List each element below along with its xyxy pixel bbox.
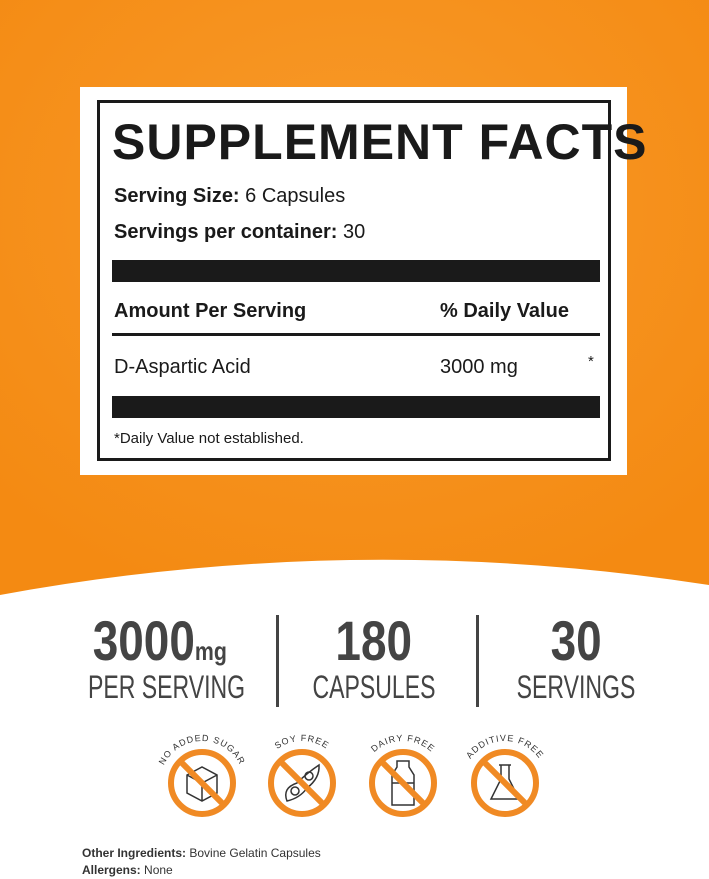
ingredient-dv: * xyxy=(588,353,594,370)
other-ingredients-label: Other Ingredients: xyxy=(82,846,187,860)
stat-value: 30 xyxy=(550,609,602,672)
servings-label: Servings per container: xyxy=(114,221,338,243)
thick-divider xyxy=(112,260,600,282)
dv-header: % Daily Value xyxy=(440,300,569,322)
badge-soy-free: SOY FREE xyxy=(268,733,336,817)
other-ingredients-value: Bovine Gelatin Capsules xyxy=(189,846,321,860)
separator xyxy=(276,615,279,707)
amount-header: Amount Per Serving xyxy=(114,300,307,322)
servings: 30 xyxy=(342,221,366,243)
separator xyxy=(476,615,479,707)
other-ingredients: Other Ingredients: Bovine Gelatin Capsul… xyxy=(82,846,321,860)
allergens-label: Allergens: xyxy=(82,863,141,877)
stat-label: PER SERVING xyxy=(88,669,246,705)
stat-label: CAPSULES xyxy=(312,669,436,705)
allergens-value: None xyxy=(144,863,173,877)
badge-no-added-sugar: NO ADDED SUGAR xyxy=(157,733,246,817)
stat-value: 180 xyxy=(335,609,413,672)
footnote: *Daily Value not established. xyxy=(114,430,304,447)
badge-additive-free: ADDITIVE FREE xyxy=(464,733,546,817)
serving-size-label: Serving Size: xyxy=(114,185,240,207)
stat-value: 3000 xyxy=(92,609,196,672)
soybean-icon xyxy=(285,763,320,802)
badges: NO ADDED SUGAR SOY FREE DAIRY FREE ADDIT… xyxy=(157,733,546,817)
ingredient-amount: 3000 mg xyxy=(440,356,518,378)
stat-capsules: 180 CAPSULES xyxy=(274,608,474,706)
facts-title: SUPPLEMENT FACTS xyxy=(112,114,648,170)
stat-per-serving: 3000mg PER SERVING xyxy=(60,608,260,706)
thick-divider xyxy=(112,396,600,418)
serving-size: 6 Capsules xyxy=(245,185,346,207)
supplement-facts-label: SUPPLEMENT FACTS Serving Size: 6 Capsule… xyxy=(80,87,646,475)
stat-unit: mg xyxy=(195,636,228,666)
badge-dairy-free: DAIRY FREE xyxy=(369,733,437,817)
stat-label: SERVINGS xyxy=(516,669,636,705)
ingredient-name: D-Aspartic Acid xyxy=(114,356,251,378)
badge-label: SOY FREE xyxy=(273,733,331,751)
allergens: Allergens: None xyxy=(82,863,173,877)
badge-label: ADDITIVE FREE xyxy=(464,733,546,760)
stat-servings: 30 SERVINGS xyxy=(476,608,676,706)
divider xyxy=(112,333,600,336)
